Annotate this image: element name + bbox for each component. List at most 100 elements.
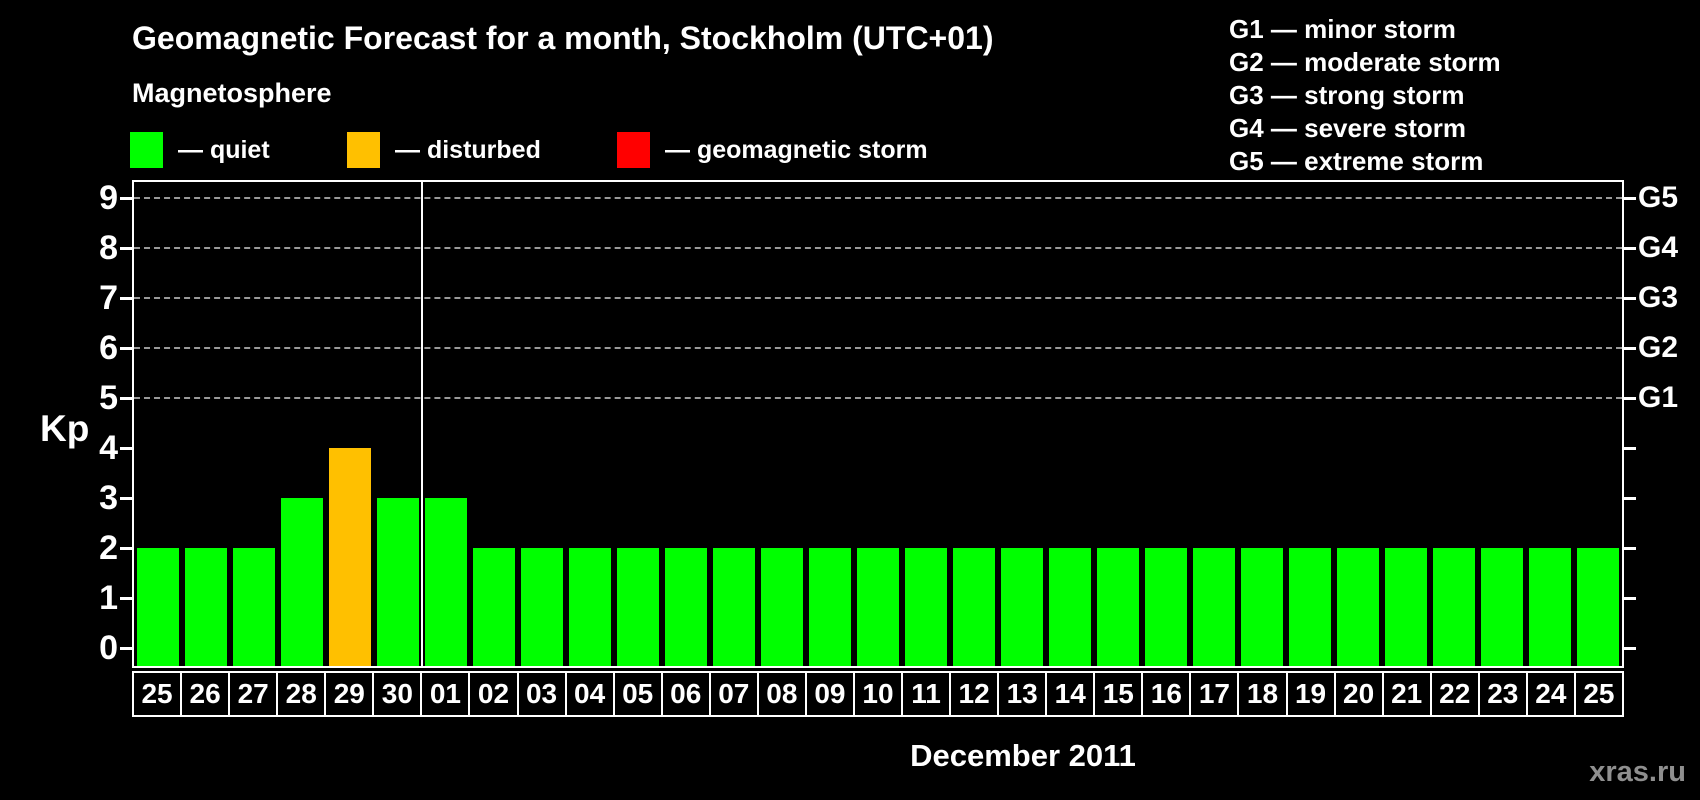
grid-line-kp9 <box>134 197 1622 199</box>
y-tick-label-3: 3 <box>99 479 118 517</box>
x-axis-title: December 2011 <box>910 738 1136 773</box>
day-label-cell-11-dec: 11 <box>901 673 950 715</box>
y-tick-label-7: 7 <box>99 279 118 317</box>
day-label-cell-04-dec: 04 <box>564 673 613 715</box>
bar-day-23 <box>1481 548 1523 666</box>
month-separator-line <box>421 182 423 666</box>
y-tick-right-7 <box>1624 297 1636 300</box>
day-label-cell-18-dec: 18 <box>1237 673 1286 715</box>
y-tick-left-1 <box>120 597 132 600</box>
bar-day-06 <box>665 548 707 666</box>
y-tick-right-8 <box>1624 247 1636 250</box>
day-label-cell-21-dec: 21 <box>1381 673 1430 715</box>
disturbed-color-swatch <box>347 132 380 168</box>
bar-day-09 <box>809 548 851 666</box>
day-label-cell-05-dec: 05 <box>612 673 661 715</box>
bar-day-21 <box>1385 548 1427 666</box>
bar-day-15 <box>1097 548 1139 666</box>
day-label-cell-13-dec: 13 <box>997 673 1046 715</box>
day-label-cell-20-dec: 20 <box>1333 673 1382 715</box>
bar-day-11 <box>905 548 947 666</box>
grid-line-kp7 <box>134 297 1622 299</box>
bar-day-30 <box>377 498 419 666</box>
storm-scale-legend: G1 — minor storm G2 — moderate storm G3 — … <box>1229 13 1501 178</box>
grid-line-kp6 <box>134 347 1622 349</box>
bar-day-22 <box>1433 548 1475 666</box>
day-label-cell-12-dec: 12 <box>949 673 998 715</box>
y-tick-label-5: 5 <box>99 379 118 417</box>
day-label-cell-29-nov: 29 <box>324 673 373 715</box>
bar-day-27 <box>233 548 275 666</box>
y-tick-right-3 <box>1624 497 1636 500</box>
day-label-cell-07-dec: 07 <box>708 673 757 715</box>
grid-line-kp8 <box>134 247 1622 249</box>
bar-day-04 <box>569 548 611 666</box>
y-tick-right-9 <box>1624 197 1636 200</box>
y-tick-label-1: 1 <box>99 579 118 617</box>
day-label-cell-02-dec: 02 <box>468 673 517 715</box>
day-label-cell-22-dec: 22 <box>1429 673 1478 715</box>
bar-day-01 <box>425 498 467 666</box>
storm-scale-item-g4: G4 — severe storm <box>1229 113 1467 143</box>
legend-label-disturbed: — disturbed <box>395 135 541 164</box>
legend-item-quiet: — quiet <box>130 131 270 169</box>
y-tick-right-6 <box>1624 347 1636 350</box>
day-label-cell-30-nov: 30 <box>372 673 421 715</box>
plot-area: 0 1 2 3 4 5 6 7 8 9 G1 G2 G3 G4 G5 <box>99 179 1678 668</box>
day-label-cell-10-dec: 10 <box>852 673 901 715</box>
bar-day-19 <box>1289 548 1331 666</box>
y-tick-right-1 <box>1624 597 1636 600</box>
legend-item-disturbed: — disturbed <box>347 131 541 169</box>
day-label-cell-25-dec: 25 <box>1573 673 1622 715</box>
magnetosphere-label: Magnetosphere <box>132 78 332 108</box>
storm-scale-item-g1: G1 — minor storm <box>1229 14 1456 44</box>
quiet-color-swatch <box>130 132 163 168</box>
y-tick-label-8: 8 <box>99 229 118 267</box>
bar-day-17 <box>1193 548 1235 666</box>
y-axis-title: Kp <box>40 408 90 449</box>
legend-label-storm: — geomagnetic storm <box>665 135 928 164</box>
bar-day-12 <box>953 548 995 666</box>
right-axis-label-g2: G2 <box>1638 331 1679 364</box>
y-tick-label-6: 6 <box>99 329 118 367</box>
grid-line-kp5 <box>134 397 1622 399</box>
right-axis-label-g3: G3 <box>1638 281 1679 314</box>
day-label-cell-14-dec: 14 <box>1045 673 1094 715</box>
page-title: Geomagnetic Forecast for a month, Stockh… <box>132 20 994 56</box>
y-tick-left-0 <box>120 647 132 650</box>
day-label-cell-23-dec: 23 <box>1477 673 1526 715</box>
y-tick-left-5 <box>120 397 132 400</box>
y-tick-label-9: 9 <box>99 179 118 217</box>
bar-day-02 <box>473 548 515 666</box>
y-tick-label-2: 2 <box>99 529 118 567</box>
legend-label-quiet: — quiet <box>178 135 270 164</box>
right-axis-label-g1: G1 <box>1638 381 1679 414</box>
storm-color-swatch <box>617 132 650 168</box>
y-tick-right-0 <box>1624 647 1636 650</box>
watermark: xras.ru <box>1589 756 1686 788</box>
y-tick-left-8 <box>120 247 132 250</box>
y-tick-label-0: 0 <box>99 629 118 667</box>
day-label-cell-03-dec: 03 <box>516 673 565 715</box>
y-tick-right-5 <box>1624 397 1636 400</box>
y-tick-left-9 <box>120 197 132 200</box>
y-tick-left-7 <box>120 297 132 300</box>
bar-day-03 <box>521 548 563 666</box>
bar-day-05 <box>617 548 659 666</box>
legend-item-storm: — geomagnetic storm <box>617 131 928 169</box>
day-label-cell-08-dec: 08 <box>756 673 805 715</box>
bar-day-24 <box>1529 548 1571 666</box>
bar-day-20 <box>1337 548 1379 666</box>
day-label-cell-26-nov: 26 <box>180 673 229 715</box>
day-label-cell-15-dec: 15 <box>1093 673 1142 715</box>
y-tick-right-4 <box>1624 447 1636 450</box>
bar-day-16 <box>1145 548 1187 666</box>
bar-day-28 <box>281 498 323 666</box>
storm-scale-item-g3: G3 — strong storm <box>1229 80 1465 110</box>
magnetosphere-legend: — quiet — disturbed — geomagnetic storm <box>0 131 1100 169</box>
day-label-cell-09-dec: 09 <box>804 673 853 715</box>
y-tick-left-2 <box>120 547 132 550</box>
bar-day-25 <box>1577 548 1619 666</box>
day-label-cell-17-dec: 17 <box>1189 673 1238 715</box>
